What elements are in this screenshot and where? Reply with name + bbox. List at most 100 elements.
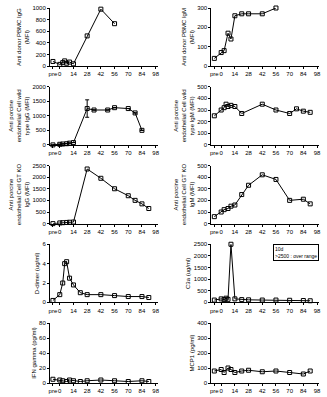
svg-text:56: 56 (273, 150, 280, 156)
svg-text:56: 56 (111, 308, 118, 314)
svg-text:Anti porcineendothelial Cell G: Anti porcineendothelial Cell GT KOIgG (M… (8, 164, 30, 226)
svg-text:56: 56 (111, 388, 118, 394)
svg-text:0: 0 (42, 142, 46, 148)
svg-text:0: 0 (42, 221, 46, 227)
svg-text:56: 56 (273, 71, 280, 77)
svg-text:84: 84 (139, 388, 146, 394)
svg-text:42: 42 (259, 308, 266, 314)
svg-text:56: 56 (273, 308, 280, 314)
svg-text:56: 56 (111, 150, 118, 156)
svg-text:500: 500 (36, 127, 47, 133)
svg-text:0: 0 (58, 150, 62, 156)
svg-text:56: 56 (273, 388, 280, 394)
svg-text:1000: 1000 (32, 5, 46, 11)
svg-text:14: 14 (232, 308, 239, 314)
svg-text:56: 56 (111, 229, 118, 235)
svg-text:84: 84 (300, 229, 307, 235)
svg-text:20: 20 (39, 365, 46, 371)
svg-text:0: 0 (220, 308, 224, 314)
svg-text:0: 0 (204, 380, 208, 386)
svg-text:0: 0 (204, 299, 208, 305)
svg-text:0: 0 (204, 63, 208, 69)
svg-text:14: 14 (232, 150, 239, 156)
svg-text:600: 600 (36, 28, 47, 34)
svg-text:pre: pre (49, 150, 58, 156)
svg-text:14: 14 (70, 308, 77, 314)
svg-text:42: 42 (259, 71, 266, 77)
svg-text:pre: pre (49, 229, 58, 235)
svg-text:14: 14 (70, 229, 77, 235)
svg-text:98: 98 (152, 71, 159, 77)
svg-text:0: 0 (58, 388, 62, 394)
svg-text:42: 42 (98, 388, 105, 394)
svg-text:14: 14 (70, 71, 77, 77)
svg-text:pre: pre (210, 308, 219, 314)
svg-text:400: 400 (36, 40, 47, 46)
svg-text:70: 70 (286, 388, 293, 394)
svg-text:pre: pre (49, 71, 58, 77)
svg-text:84: 84 (300, 150, 307, 156)
svg-text:6: 6 (42, 241, 46, 247)
svg-text:70: 70 (125, 71, 132, 77)
svg-text:2500: 2500 (194, 241, 208, 247)
svg-text:42: 42 (98, 308, 105, 314)
svg-text:98: 98 (314, 388, 321, 394)
svg-text:42: 42 (98, 150, 105, 156)
svg-text:1500: 1500 (194, 265, 208, 271)
svg-text:pre: pre (49, 308, 58, 314)
svg-text:pre: pre (210, 388, 219, 394)
svg-text:MCP1 (pg/ml): MCP1 (pg/ml) (189, 334, 195, 371)
svg-text:70: 70 (125, 229, 132, 235)
svg-text:42: 42 (259, 150, 266, 156)
svg-text:pre: pre (49, 388, 58, 394)
svg-text:1500: 1500 (32, 186, 46, 192)
svg-text:42: 42 (98, 229, 105, 235)
svg-text:400: 400 (197, 95, 208, 101)
svg-text:2: 2 (42, 280, 46, 286)
svg-text:98: 98 (152, 388, 159, 394)
svg-text:0: 0 (42, 63, 46, 69)
svg-text:Anti donor PBMC IgG(MFI): Anti donor PBMC IgG(MFI) (16, 8, 30, 66)
svg-text:98: 98 (314, 229, 321, 235)
svg-text:C3a (ug/ml): C3a (ug/ml) (185, 258, 191, 289)
svg-text:Anti porcineendothelial Cell w: Anti porcineendothelial Cell wildtype Ig… (8, 89, 30, 142)
svg-text:0: 0 (220, 229, 224, 235)
svg-text:400: 400 (197, 174, 208, 180)
svg-text:28: 28 (84, 229, 91, 235)
svg-text:1500: 1500 (32, 98, 46, 104)
svg-text:Anti porcineendothelial Cell G: Anti porcineendothelial Cell GT KOIgM (M… (173, 164, 195, 226)
svg-text:84: 84 (139, 71, 146, 77)
svg-text:pre: pre (210, 71, 219, 77)
svg-text:0: 0 (42, 299, 46, 305)
svg-text:Anti porcineendothelial Cell w: Anti porcineendothelial Cell wildtype Ig… (173, 89, 195, 142)
svg-text:56: 56 (273, 229, 280, 235)
svg-text:0: 0 (58, 71, 62, 77)
svg-text:70: 70 (125, 308, 132, 314)
svg-text:28: 28 (84, 388, 91, 394)
svg-text:0: 0 (42, 380, 46, 386)
svg-text:Anti donor PBMC IgM(MFI): Anti donor PBMC IgM(MFI) (181, 8, 195, 66)
svg-text:84: 84 (300, 71, 307, 77)
svg-text:84: 84 (300, 308, 307, 314)
svg-text:14: 14 (232, 229, 239, 235)
svg-text:42: 42 (259, 388, 266, 394)
svg-text:70: 70 (286, 229, 293, 235)
svg-text:0: 0 (220, 388, 224, 394)
svg-text:D-dimer (ug/ml): D-dimer (ug/ml) (34, 252, 40, 294)
svg-text:0: 0 (204, 221, 208, 227)
svg-text:200: 200 (197, 350, 208, 356)
svg-text:300: 300 (197, 335, 208, 341)
svg-text:42: 42 (259, 229, 266, 235)
svg-text:98: 98 (152, 150, 159, 156)
svg-text:100: 100 (197, 130, 208, 136)
svg-text:42: 42 (98, 71, 105, 77)
svg-text:98: 98 (152, 229, 159, 235)
svg-text:300: 300 (197, 5, 208, 11)
svg-text:28: 28 (245, 229, 252, 235)
svg-text:pre: pre (210, 150, 219, 156)
svg-text:98: 98 (314, 71, 321, 77)
svg-text:40: 40 (39, 350, 46, 356)
svg-text:0: 0 (220, 71, 224, 77)
svg-text:800: 800 (36, 17, 47, 23)
svg-text:70: 70 (286, 150, 293, 156)
